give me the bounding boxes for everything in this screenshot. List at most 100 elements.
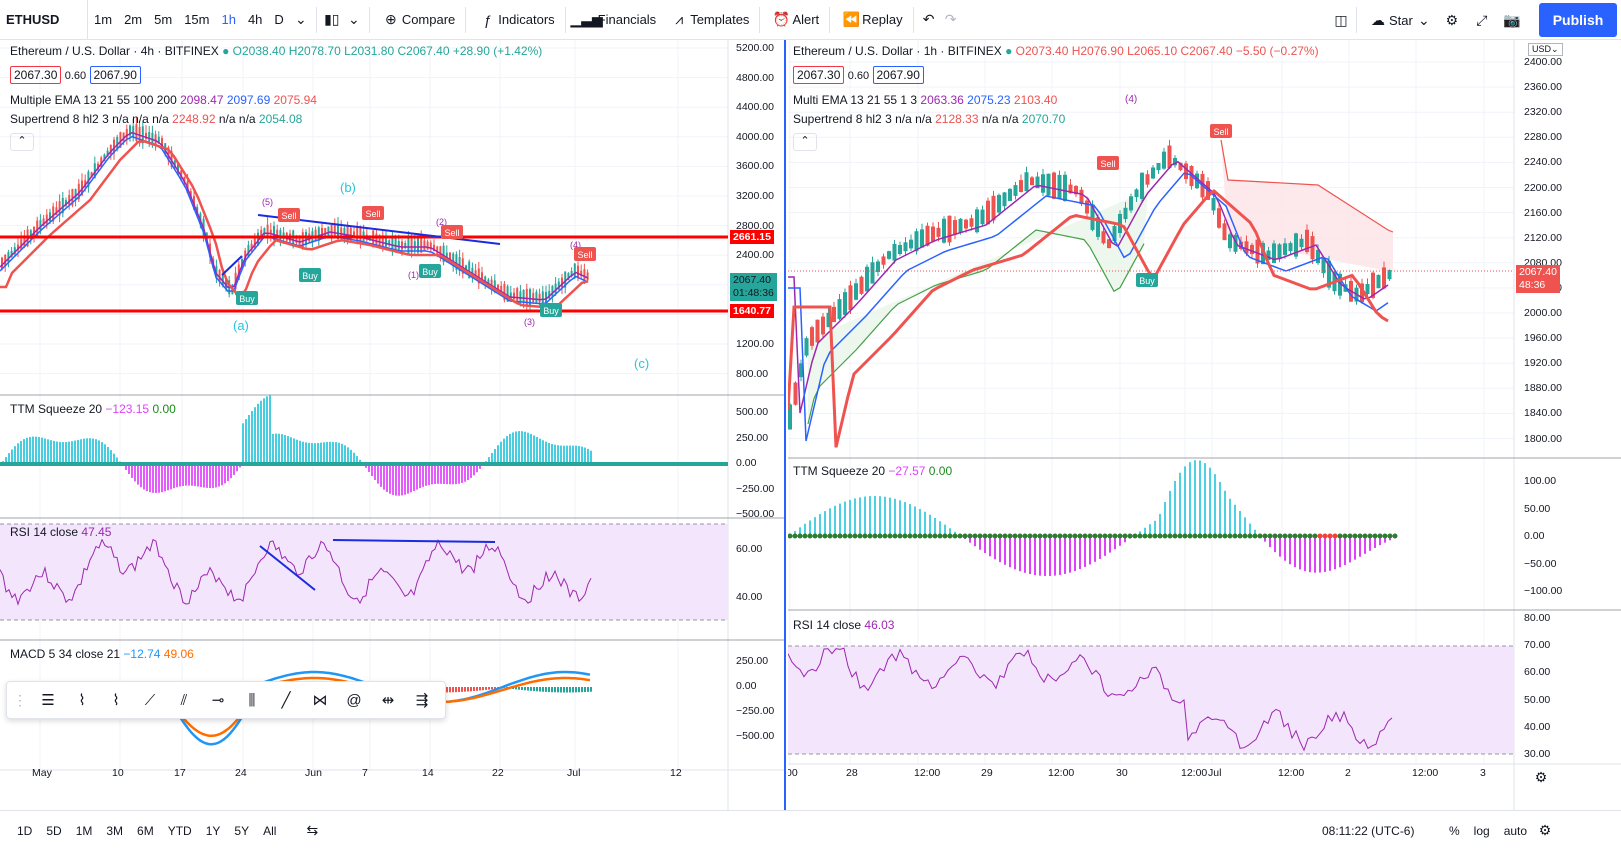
left-chart[interactable]: (a) (b) (c) (5) (2) (4) (3) (1) Buy Buy Buy Buy Sel…	[0, 40, 786, 810]
rsi-legend[interactable]: RSI 14 close 46.03	[793, 618, 894, 632]
interval-5m[interactable]: 5m	[154, 12, 173, 27]
interval-1m[interactable]: 1m	[94, 12, 113, 27]
collapse-legend-button[interactable]: ⌃	[10, 133, 34, 151]
interval-2m[interactable]: 2m	[124, 12, 143, 27]
templates-button[interactable]: ⩘ Templates	[662, 0, 755, 40]
right-chart-canvas[interactable]: Buy Sell Sell	[788, 40, 1621, 810]
replay-button[interactable]: ⏪ Replay	[834, 0, 908, 40]
elliott-impulse-icon[interactable]: ⌇	[78, 692, 86, 709]
fib-spiral-icon[interactable]: @	[346, 691, 362, 709]
ema-legend[interactable]: Multiple EMA 13 21 55 100 200 2098.47 20…	[10, 93, 317, 107]
interval-1h[interactable]: 1h	[221, 12, 236, 27]
candle-body	[4, 254, 7, 266]
time-tick: 00	[788, 767, 798, 779]
left-chart-canvas[interactable]: (a) (b) (c) (5) (2) (4) (3) (1) Buy Buy Buy Buy Sel…	[0, 40, 786, 810]
bid-ask[interactable]: 2067.30 0.60 2067.90	[10, 66, 141, 84]
fullscreen-icon[interactable]: ⤢	[1476, 11, 1488, 28]
range-1d[interactable]: 1D	[17, 823, 33, 838]
camera-icon[interactable]: 📷	[1503, 11, 1521, 28]
candle-body	[250, 243, 253, 251]
range-6m[interactable]: 6M	[137, 823, 154, 838]
candle-body	[577, 265, 579, 279]
range-5y[interactable]: 5Y	[234, 823, 250, 838]
drag-handle-icon[interactable]: ⋮	[13, 691, 27, 708]
macd-legend[interactable]: MACD 5 34 close 21 −12.74 49.06	[10, 647, 194, 661]
parallel-channel-icon[interactable]: ⫽	[180, 691, 188, 709]
ttm-legend[interactable]: TTM Squeeze 20 −123.15 0.00	[10, 402, 176, 416]
auto-toggle[interactable]: auto	[1503, 823, 1528, 838]
rsi-divergence-line[interactable]	[332, 539, 496, 543]
range-ytd[interactable]: YTD	[167, 823, 192, 838]
ttm-dot	[1007, 533, 1013, 539]
range-5d[interactable]: 5D	[46, 823, 62, 838]
redo-icon[interactable]: ↷	[944, 11, 957, 27]
range-1y[interactable]: 1Y	[205, 823, 221, 838]
candle-body	[157, 136, 160, 144]
ttm-dot	[932, 533, 938, 539]
ttm-dot	[1387, 533, 1393, 539]
interval-4h[interactable]: 4h	[247, 12, 263, 27]
publish-button[interactable]: Publish	[1539, 3, 1617, 37]
templates-icon: ⩘	[675, 11, 684, 27]
rsi-legend[interactable]: RSI 14 close 47.45	[10, 525, 112, 539]
trend-line[interactable]	[221, 255, 243, 276]
right-chart[interactable]: Buy Sell Sell Ethereum / U.S. Dollar · 1h …	[788, 40, 1621, 810]
horizontal-lines-icon[interactable]: ☰	[41, 692, 55, 709]
gear-icon[interactable]: ⚙	[1445, 11, 1459, 28]
log-toggle[interactable]: log	[1473, 823, 1490, 838]
horizontal-ray-icon[interactable]: ⊸	[211, 692, 225, 709]
goto-date-icon[interactable]: ⇆	[306, 822, 319, 838]
right-legend-title[interactable]: Ethereum / U.S. Dollar · 1h · BITFINEX ●…	[793, 44, 1319, 58]
trend-line-icon[interactable]: ╱	[281, 692, 291, 709]
ema-legend[interactable]: Multi EMA 13 21 55 1 3 2063.36 2075.23 2…	[793, 93, 1057, 107]
symbol-search[interactable]: ETHUSD	[0, 0, 88, 40]
macd-bar	[569, 687, 571, 693]
ttm-dot	[827, 533, 833, 539]
settings-gear-icon[interactable]: ⚙	[1538, 822, 1552, 838]
candle-body	[1321, 257, 1326, 274]
undo-icon[interactable]: ↶	[922, 11, 935, 27]
range-all[interactable]: All	[263, 823, 277, 838]
range-3m[interactable]: 3M	[106, 823, 124, 838]
xabcd-pattern-icon[interactable]: ⋈	[312, 692, 328, 709]
bid-ask[interactable]: 2067.30 0.60 2067.90	[793, 66, 924, 84]
indicators-button[interactable]: ƒ Indicators	[470, 0, 560, 40]
path-icon[interactable]: ⟋	[144, 691, 156, 709]
financials-button[interactable]: ▁▃▅ Financials	[570, 0, 663, 40]
rsi-divergence-line[interactable]	[259, 545, 316, 591]
ttm-bar	[488, 457, 490, 464]
interval-D[interactable]: D	[274, 12, 284, 27]
date-range-icon[interactable]: ⇶	[415, 692, 429, 709]
candles-icon[interactable]: ▮▯	[324, 11, 340, 27]
candle-body	[55, 207, 58, 216]
collapse-legend-button[interactable]: ⌃	[793, 133, 817, 151]
supertrend-legend[interactable]: Supertrend 8 hl2 3 n/a n/a n/a 2248.92 n…	[10, 112, 302, 126]
sell-signal: Sell	[577, 250, 592, 260]
range-1m[interactable]: 1M	[75, 823, 93, 838]
price-tick: 2360.00	[1524, 81, 1562, 94]
candle-body	[17, 244, 19, 251]
candle-body	[1008, 188, 1012, 201]
supertrend-legend[interactable]: Supertrend 8 hl2 3 n/a n/a 2128.33 n/a n…	[793, 112, 1065, 126]
alert-button[interactable]: ⏰ Alert	[764, 0, 825, 40]
ttm-bar	[53, 440, 55, 464]
percent-toggle[interactable]: %	[1449, 823, 1460, 838]
gear-icon[interactable]: ⚙	[1534, 768, 1548, 785]
layout-icon[interactable]: ◫	[1334, 11, 1348, 28]
chevron-down-icon[interactable]: ⌄	[294, 11, 307, 27]
layout-name-button[interactable]: ☁ Star ⌄	[1361, 0, 1441, 40]
elliott-correction-icon[interactable]: ⌇	[112, 692, 120, 709]
fib-icon[interactable]: ⫼	[248, 691, 256, 709]
clock[interactable]: 08:11:22 (UTC-6)	[1322, 823, 1415, 838]
price-range-icon[interactable]: ⇹	[381, 692, 395, 709]
left-legend-title[interactable]: Ethereum / U.S. Dollar · 4h · BITFINEX ●…	[10, 44, 542, 58]
interval-15m[interactable]: 15m	[184, 12, 210, 27]
ttm-legend[interactable]: TTM Squeeze 20 −27.57 0.00	[793, 464, 952, 478]
ttm-bar	[587, 448, 589, 464]
ttm-bar	[500, 441, 502, 464]
ttm-dot	[997, 533, 1003, 539]
currency-select[interactable]: USD⌄	[1528, 43, 1563, 56]
compare-button[interactable]: ⊕ Compare	[374, 0, 461, 40]
chevron-down-icon[interactable]: ⌄	[347, 11, 360, 27]
ttm-bar	[521, 431, 523, 464]
